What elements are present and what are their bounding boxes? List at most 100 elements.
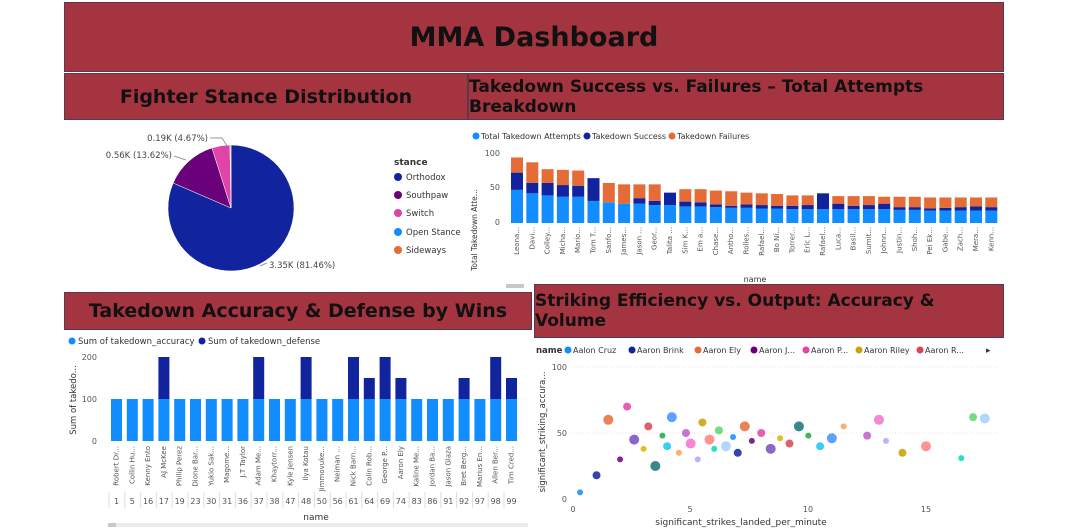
accuracy-bar-segment[interactable] (506, 399, 517, 441)
accuracy-bar-segment[interactable] (332, 399, 344, 441)
takedown-bar-segment[interactable] (985, 197, 998, 208)
scatter-point[interactable] (730, 433, 737, 440)
striking-legend-item[interactable]: Aaron Riley (855, 346, 910, 355)
accuracy-bar-segment[interactable] (205, 399, 217, 441)
accuracy-bar-segment[interactable] (300, 399, 312, 441)
takedown-bar-segment[interactable] (939, 210, 952, 223)
takedown-bar-segment[interactable] (771, 194, 784, 206)
takedown-bar-segment[interactable] (572, 185, 585, 197)
takedown-bar-segment[interactable] (832, 209, 845, 223)
takedown-bar-segment[interactable] (801, 209, 814, 223)
accuracy-legend-accuracy[interactable]: Sum of takedown_accuracy (68, 337, 195, 347)
legend-next-arrow[interactable]: ▸ (986, 346, 991, 356)
takedown-bar-segment[interactable] (801, 205, 814, 210)
takedown-bar-segment[interactable] (817, 193, 829, 210)
takedown-bar-segment[interactable] (511, 157, 523, 173)
takedown-bar-segment[interactable] (939, 197, 952, 208)
scatter-point[interactable] (733, 448, 742, 457)
takedown-bar-segment[interactable] (602, 182, 615, 203)
takedown-bar-segment[interactable] (633, 203, 646, 223)
scatter-point[interactable] (793, 421, 804, 432)
takedown-bar-segment[interactable] (908, 196, 921, 208)
accuracy-scrollbar-thumb[interactable] (108, 523, 116, 527)
takedown-bar-segment[interactable] (648, 184, 661, 201)
takedown-bar-segment[interactable] (511, 189, 523, 223)
accuracy-bar-segment[interactable] (111, 399, 122, 441)
takedown-bar-segment[interactable] (985, 207, 998, 211)
takedown-bar-segment[interactable] (862, 205, 875, 210)
accuracy-bar-segment[interactable] (284, 399, 296, 441)
takedown-bar-segment[interactable] (648, 200, 661, 206)
takedown-bar-segment[interactable] (556, 196, 569, 223)
accuracy-bar-segment[interactable] (363, 378, 375, 399)
scatter-point[interactable] (785, 439, 794, 448)
takedown-bar-segment[interactable] (786, 209, 799, 223)
takedown-bar-segment[interactable] (954, 207, 967, 211)
takedown-bar-segment[interactable] (786, 205, 799, 210)
takedown-bar-segment[interactable] (755, 193, 768, 206)
accuracy-bar-segment[interactable] (316, 399, 328, 441)
takedown-bar-segment[interactable] (817, 209, 829, 223)
takedown-bar-segment[interactable] (893, 196, 906, 208)
scatter-point[interactable] (711, 445, 718, 452)
takedown-bar-segment[interactable] (847, 196, 860, 206)
takedown-bar-segment[interactable] (939, 207, 952, 211)
takedown-bar-segment[interactable] (970, 197, 982, 207)
scatter-point[interactable] (617, 456, 624, 463)
scatter-point[interactable] (863, 431, 872, 440)
accuracy-bar-segment[interactable] (269, 399, 280, 441)
accuracy-bar-segment[interactable] (221, 399, 233, 441)
scatter-point[interactable] (898, 448, 907, 457)
accuracy-bar-segment[interactable] (126, 399, 138, 441)
scatter-point[interactable] (979, 413, 990, 424)
takedown-legend-failures[interactable]: Takedown Failures (668, 132, 750, 141)
scatter-point[interactable] (816, 442, 825, 451)
takedown-bar-segment[interactable] (664, 205, 676, 223)
accuracy-bar-segment[interactable] (442, 399, 454, 441)
scatter-point[interactable] (765, 443, 776, 454)
takedown-bar-segment[interactable] (541, 182, 554, 196)
takedown-bar-segment[interactable] (878, 209, 891, 223)
scatter-point[interactable] (644, 422, 653, 431)
accuracy-bar-segment[interactable] (474, 399, 486, 441)
accuracy-bar-segment[interactable] (427, 399, 438, 441)
striking-legend-item[interactable]: Aaron Ely (694, 346, 742, 355)
striking-legend-item[interactable]: Aaron R... (916, 346, 964, 355)
takedown-bar-segment[interactable] (878, 196, 891, 204)
takedown-bar-segment[interactable] (786, 195, 799, 206)
scatter-point[interactable] (694, 456, 701, 463)
accuracy-bar-segment[interactable] (237, 399, 249, 441)
scatter-point[interactable] (748, 437, 755, 444)
takedown-bar-segment[interactable] (801, 195, 814, 206)
takedown-bar-segment[interactable] (709, 190, 722, 205)
stance-legend-switch[interactable]: Switch (394, 209, 434, 219)
stance-legend-sideways[interactable]: Sideways (394, 246, 447, 256)
takedown-bar-segment[interactable] (878, 203, 891, 210)
scatter-point[interactable] (675, 449, 682, 456)
accuracy-bar-segment[interactable] (348, 357, 359, 399)
scatter-point[interactable] (805, 432, 812, 439)
takedown-bar-segment[interactable] (664, 192, 676, 206)
takedown-bar-segment[interactable] (862, 209, 875, 223)
scatter-point[interactable] (777, 435, 784, 442)
takedown-bar-segment[interactable] (970, 206, 982, 211)
scatter-point[interactable] (659, 432, 666, 439)
accuracy-bar-segment[interactable] (253, 357, 265, 399)
takedown-bar-segment[interactable] (771, 208, 784, 223)
takedown-bar-segment[interactable] (709, 207, 722, 223)
scatter-point[interactable] (603, 414, 614, 425)
accuracy-legend-defense[interactable]: Sum of takedown_defense (198, 337, 321, 347)
takedown-bar-segment[interactable] (526, 162, 539, 183)
takedown-bar-segment[interactable] (602, 202, 615, 223)
takedown-bar-segment[interactable] (924, 210, 937, 223)
accuracy-bar-segment[interactable] (158, 357, 170, 399)
takedown-bar-segment[interactable] (679, 189, 692, 202)
accuracy-bar-segment[interactable] (506, 378, 517, 399)
scatter-point[interactable] (698, 418, 707, 427)
takedown-bar-segment[interactable] (709, 204, 722, 208)
takedown-bar-segment[interactable] (908, 209, 921, 223)
takedown-bar-segment[interactable] (556, 169, 569, 186)
scatter-point[interactable] (739, 421, 750, 432)
takedown-bar-segment[interactable] (679, 206, 692, 223)
stance-legend-orthodox[interactable]: Orthodox (394, 173, 445, 183)
